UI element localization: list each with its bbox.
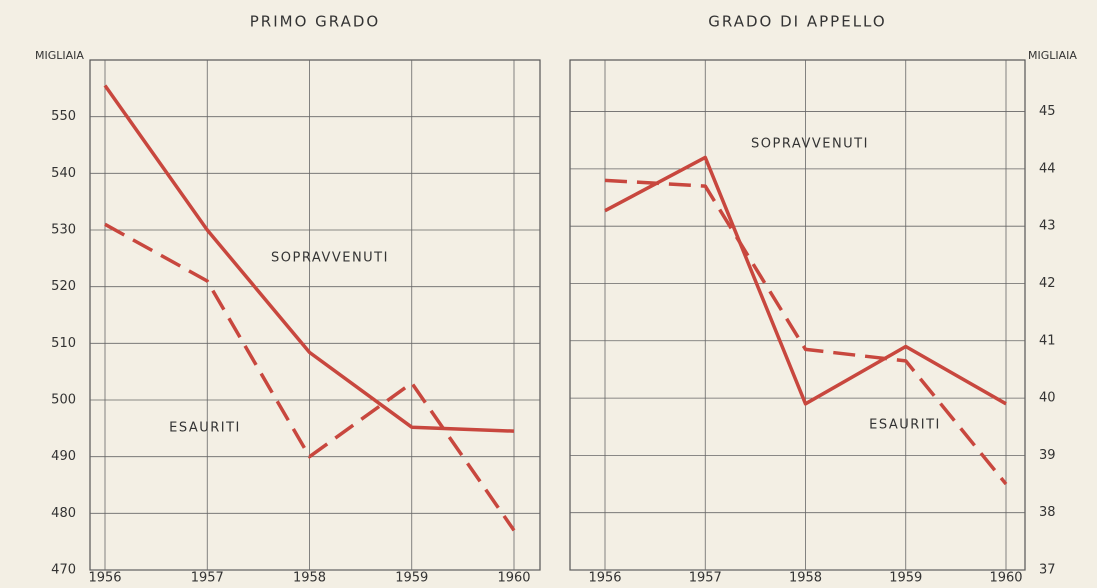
x-tick-label: 1960 (989, 571, 1022, 586)
y-tick-label: 470 (51, 563, 76, 578)
y-tick-label: 490 (51, 449, 76, 464)
x-tick-label: 1958 (293, 571, 326, 586)
series-label: SOPRAVVENUTI (751, 137, 869, 152)
y-tick-label: 41 (1039, 333, 1056, 348)
x-tick-label: 1956 (88, 571, 121, 586)
line-series (103, 84, 515, 433)
y-tick-label: 530 (51, 223, 76, 238)
series-label: ESAURITI (869, 418, 941, 433)
line-series (104, 222, 516, 532)
line-series (604, 155, 1007, 406)
y-tick-label: 43 (1039, 219, 1056, 234)
y-tick-label: 39 (1039, 448, 1056, 463)
chart-title: GRADO DI APPELLO (708, 13, 886, 31)
y-tick-label: 44 (1039, 161, 1056, 176)
y-tick-label: 42 (1039, 276, 1056, 291)
y-tick-label: 510 (51, 336, 76, 351)
x-tick-label: 1960 (497, 571, 530, 586)
y-tick-label: 540 (51, 166, 76, 181)
chart-title: PRIMO GRADO (250, 13, 380, 31)
x-tick-label: 1959 (395, 571, 428, 586)
plot-frame (89, 59, 541, 571)
y-tick-label: 45 (1039, 104, 1056, 119)
x-tick-label: 1958 (789, 571, 822, 586)
y-axis-label: MIGLIAIA (35, 49, 84, 62)
x-tick-label: 1957 (191, 571, 224, 586)
x-tick-label: 1957 (689, 571, 722, 586)
y-tick-label: 500 (51, 393, 76, 408)
y-tick-label: 38 (1039, 505, 1056, 520)
y-axis-label: MIGLIAIA (1028, 49, 1077, 62)
y-tick-label: 550 (51, 109, 76, 124)
y-tick-label: 37 (1039, 563, 1056, 578)
x-tick-label: 1959 (889, 571, 922, 586)
y-tick-label: 520 (51, 279, 76, 294)
y-tick-label: 40 (1039, 391, 1056, 406)
x-tick-label: 1956 (588, 571, 621, 586)
line-series (604, 178, 1008, 486)
series-label: SOPRAVVENUTI (271, 251, 389, 266)
y-tick-label: 480 (51, 506, 76, 521)
series-label: ESAURITI (169, 421, 241, 436)
